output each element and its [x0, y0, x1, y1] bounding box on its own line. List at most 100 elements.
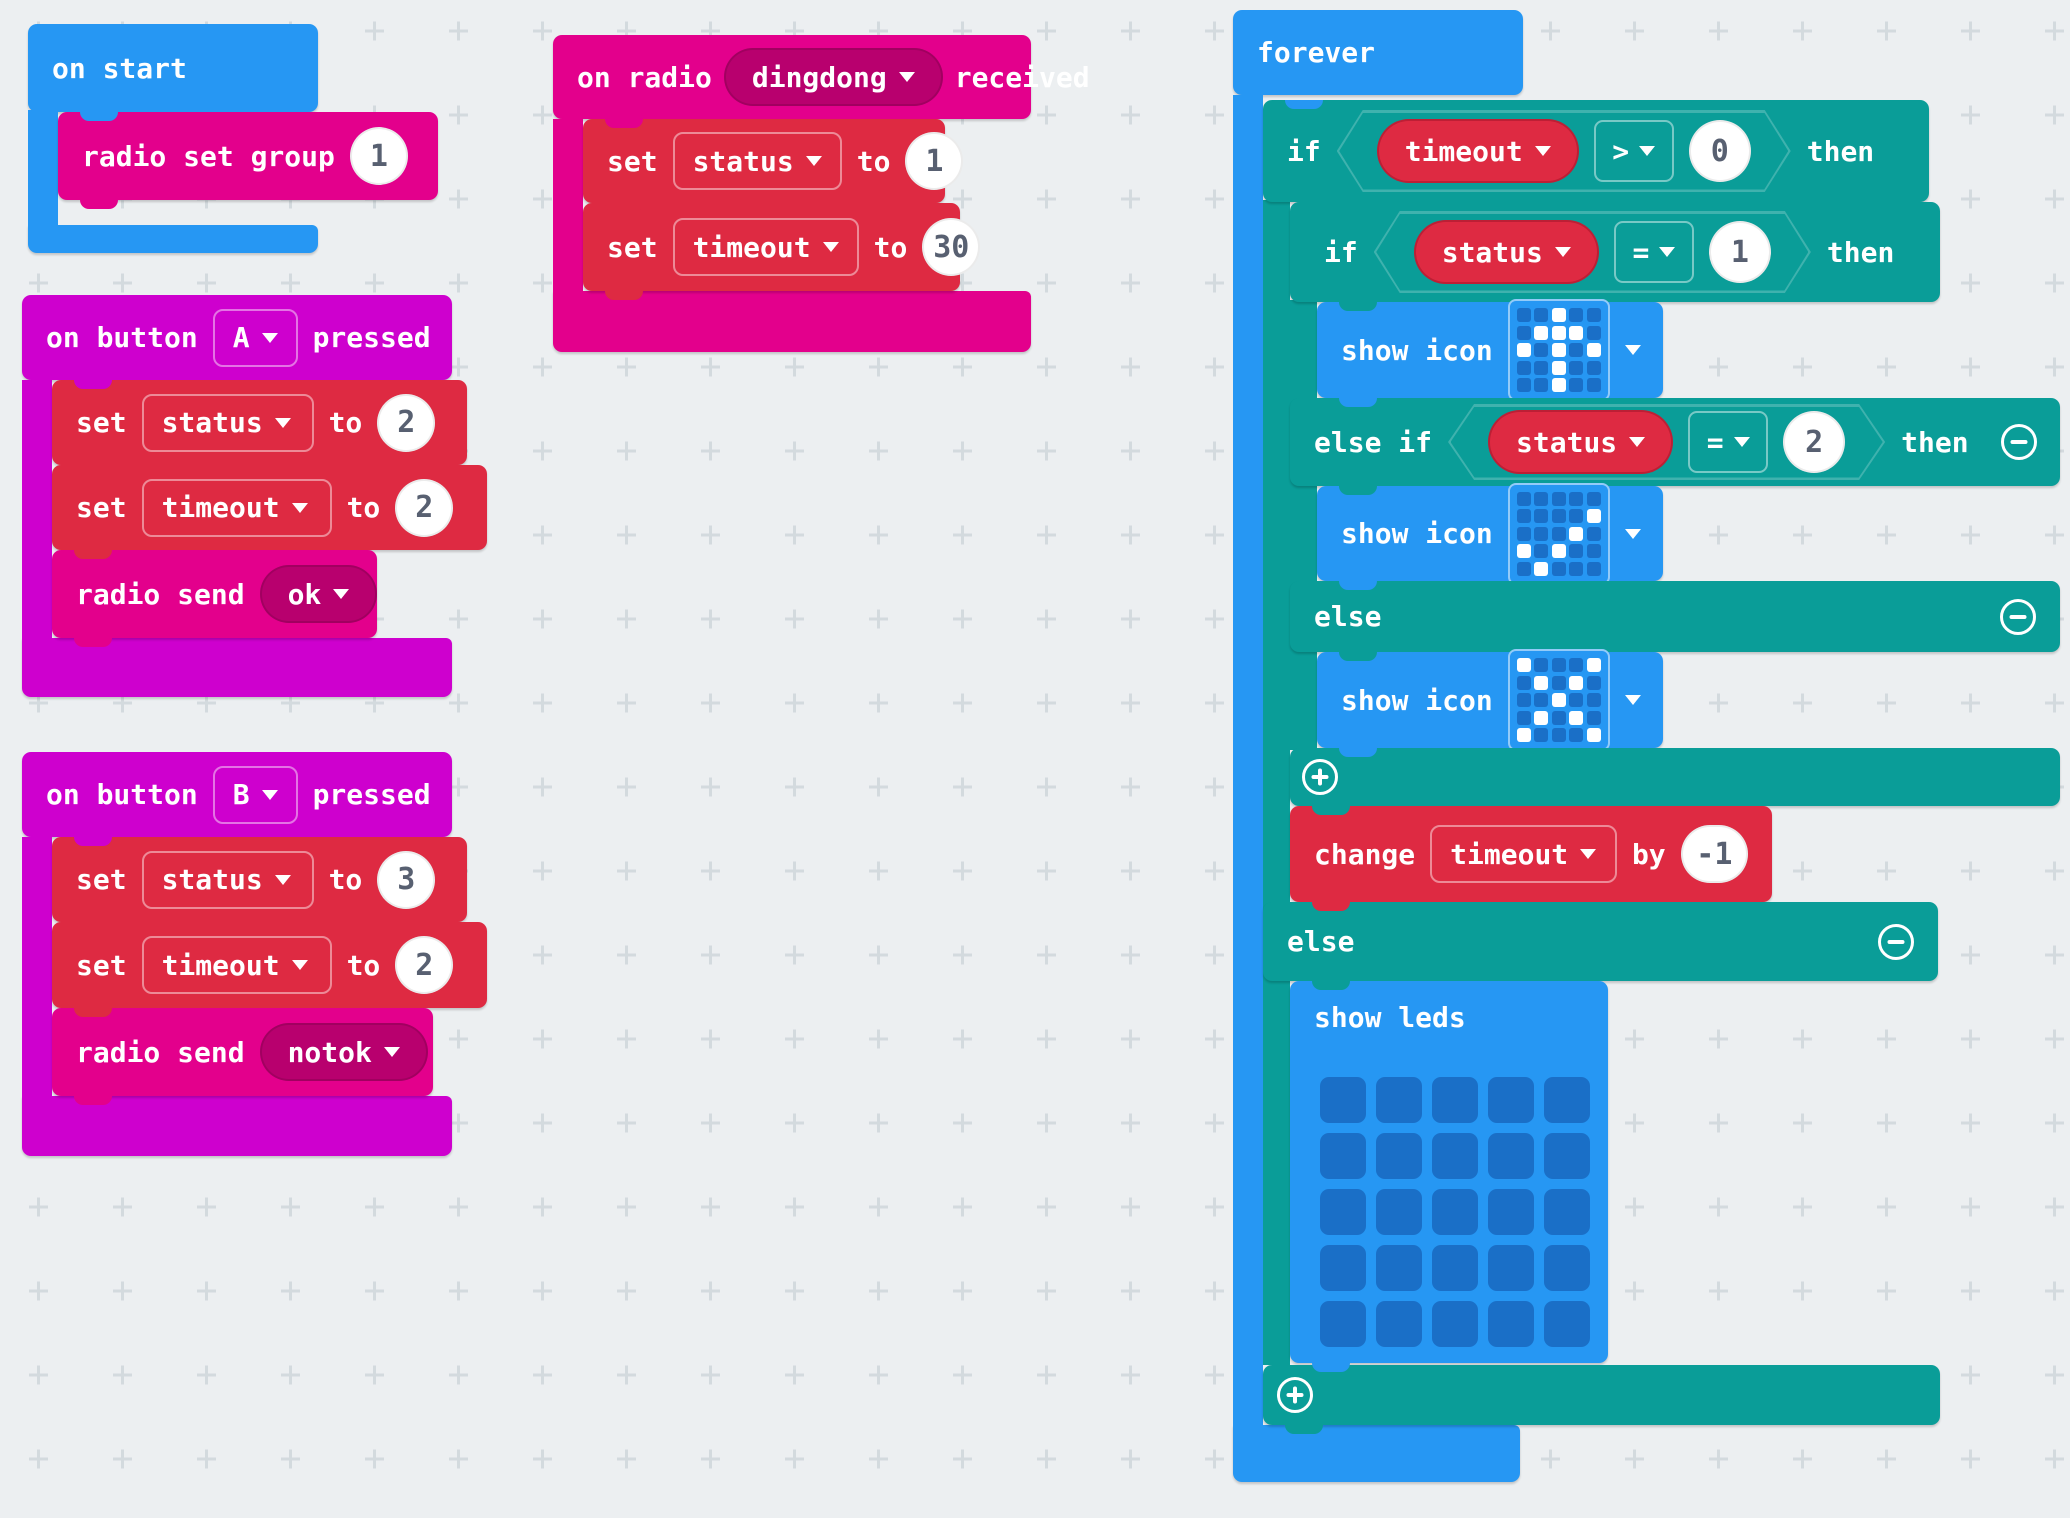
led-off-cell[interactable]	[1551, 710, 1566, 725]
led-off-cell[interactable]	[1586, 561, 1601, 576]
on-start-spine[interactable]	[28, 110, 58, 227]
led-off-cell[interactable]	[1586, 378, 1601, 392]
variable-timeout-pill[interactable]: timeout	[1376, 119, 1579, 183]
led-off-cell[interactable]	[1544, 1245, 1590, 1291]
led-on-cell[interactable]	[1586, 658, 1601, 672]
led-on-cell[interactable]	[1586, 509, 1601, 523]
led-on-cell[interactable]	[1569, 526, 1584, 541]
comparison-operator-dropdown[interactable]: =	[1613, 221, 1694, 283]
led-on-cell[interactable]	[1551, 308, 1566, 322]
led-off-cell[interactable]	[1586, 675, 1601, 690]
set-status-block[interactable]: set status to 2	[52, 380, 467, 465]
led-off-cell[interactable]	[1569, 693, 1584, 707]
led-off-cell[interactable]	[1534, 378, 1549, 392]
led-off-cell[interactable]	[1320, 1301, 1366, 1347]
outer-if-closing-bar[interactable]	[1263, 1365, 1940, 1425]
led-off-cell[interactable]	[1551, 728, 1566, 742]
led-off-cell[interactable]	[1488, 1189, 1534, 1235]
led-off-cell[interactable]	[1376, 1189, 1422, 1235]
led-off-cell[interactable]	[1569, 544, 1584, 558]
led-off-cell[interactable]	[1569, 728, 1584, 742]
led-on-cell[interactable]	[1551, 360, 1566, 375]
if-status-row[interactable]: if status = 1 then	[1290, 202, 1940, 302]
led-on-cell[interactable]	[1534, 561, 1549, 576]
inner-if-spine[interactable]	[1290, 300, 1317, 750]
led-on-cell[interactable]	[1534, 710, 1549, 725]
led-on-cell[interactable]	[1516, 544, 1531, 558]
comparison-operator-dropdown[interactable]: >	[1593, 120, 1674, 182]
led-off-cell[interactable]	[1516, 360, 1531, 375]
led-off-cell[interactable]	[1544, 1133, 1590, 1179]
set-timeout-block[interactable]: set timeout to 2	[52, 922, 487, 1008]
set-timeout-block[interactable]: set timeout to 30	[583, 203, 981, 291]
led-off-cell[interactable]	[1516, 509, 1531, 523]
led-off-cell[interactable]	[1586, 360, 1601, 375]
on-radio-bottom[interactable]	[553, 291, 1031, 352]
led-off-cell[interactable]	[1569, 658, 1584, 672]
led-on-cell[interactable]	[1569, 675, 1584, 690]
radio-send-block[interactable]: radio send ok	[52, 550, 378, 638]
else-inner-row[interactable]: else	[1290, 581, 2060, 652]
led-off-cell[interactable]	[1516, 675, 1531, 690]
led-off-cell[interactable]	[1376, 1133, 1422, 1179]
led-off-cell[interactable]	[1432, 1301, 1478, 1347]
led-off-cell[interactable]	[1320, 1077, 1366, 1123]
led-off-cell[interactable]	[1376, 1245, 1422, 1291]
add-branch-button[interactable]	[1302, 759, 1338, 795]
led-on-cell[interactable]	[1534, 675, 1549, 690]
led-off-cell[interactable]	[1432, 1133, 1478, 1179]
show-icon-block-3[interactable]: show icon	[1317, 649, 1663, 751]
led-off-cell[interactable]	[1516, 325, 1531, 340]
led-off-cell[interactable]	[1569, 491, 1584, 506]
variable-timeout-dropdown[interactable]: timeout	[1430, 825, 1617, 883]
led-off-cell[interactable]	[1488, 1077, 1534, 1123]
led-matrix-editor[interactable]	[1320, 1077, 1590, 1347]
led-on-cell[interactable]	[1569, 710, 1584, 725]
led-off-cell[interactable]	[1586, 693, 1601, 707]
led-on-cell[interactable]	[1586, 343, 1601, 357]
forever-bottom[interactable]	[1233, 1425, 1520, 1482]
on-radio-spine[interactable]	[553, 119, 583, 293]
led-on-cell[interactable]	[1586, 728, 1601, 742]
on-start-bottom[interactable]	[28, 225, 318, 253]
led-off-cell[interactable]	[1569, 360, 1584, 375]
led-off-cell[interactable]	[1569, 561, 1584, 576]
led-off-cell[interactable]	[1516, 710, 1531, 725]
led-off-cell[interactable]	[1320, 1133, 1366, 1179]
led-off-cell[interactable]	[1516, 491, 1531, 506]
led-on-cell[interactable]	[1551, 544, 1566, 558]
led-on-cell[interactable]	[1551, 378, 1566, 392]
show-icon-block-1[interactable]: show icon	[1317, 299, 1663, 401]
led-off-cell[interactable]	[1534, 728, 1549, 742]
set-timeout-block[interactable]: set timeout to 2	[52, 465, 487, 550]
led-off-cell[interactable]	[1516, 378, 1531, 392]
button-b-dropdown[interactable]: B	[212, 765, 298, 824]
led-off-cell[interactable]	[1488, 1245, 1534, 1291]
led-off-cell[interactable]	[1586, 325, 1601, 340]
value-input[interactable]: 1	[905, 132, 964, 190]
radio-send-value-dropdown[interactable]: notok	[259, 1023, 428, 1081]
led-off-cell[interactable]	[1534, 658, 1549, 672]
remove-branch-button[interactable]	[2000, 424, 2037, 460]
on-button-a-spine[interactable]	[22, 380, 52, 640]
value-input[interactable]: 1	[1708, 221, 1771, 283]
set-status-block[interactable]: set status to 1	[583, 119, 964, 203]
led-on-cell[interactable]	[1516, 343, 1531, 357]
led-off-cell[interactable]	[1586, 308, 1601, 322]
variable-status-pill[interactable]: status	[1413, 220, 1599, 284]
led-off-cell[interactable]	[1586, 710, 1601, 725]
led-off-cell[interactable]	[1432, 1077, 1478, 1123]
variable-status-pill[interactable]: status	[1488, 410, 1674, 474]
radio-group-number-input[interactable]: 1	[349, 127, 408, 185]
led-on-cell[interactable]	[1516, 658, 1531, 672]
button-a-dropdown[interactable]: A	[212, 308, 298, 367]
value-input[interactable]: 2	[395, 478, 454, 537]
change-timeout-block[interactable]: change timeout by -1	[1290, 806, 1772, 902]
value-input[interactable]: 0	[1688, 120, 1751, 182]
led-off-cell[interactable]	[1534, 509, 1549, 523]
led-off-cell[interactable]	[1516, 693, 1531, 707]
value-input[interactable]: 3	[377, 850, 436, 909]
forever-spine[interactable]	[1233, 95, 1263, 1428]
else-if-status-row[interactable]: else if status = 2 then	[1290, 398, 2060, 486]
radio-channel-dropdown[interactable]: dingdong	[723, 48, 943, 106]
